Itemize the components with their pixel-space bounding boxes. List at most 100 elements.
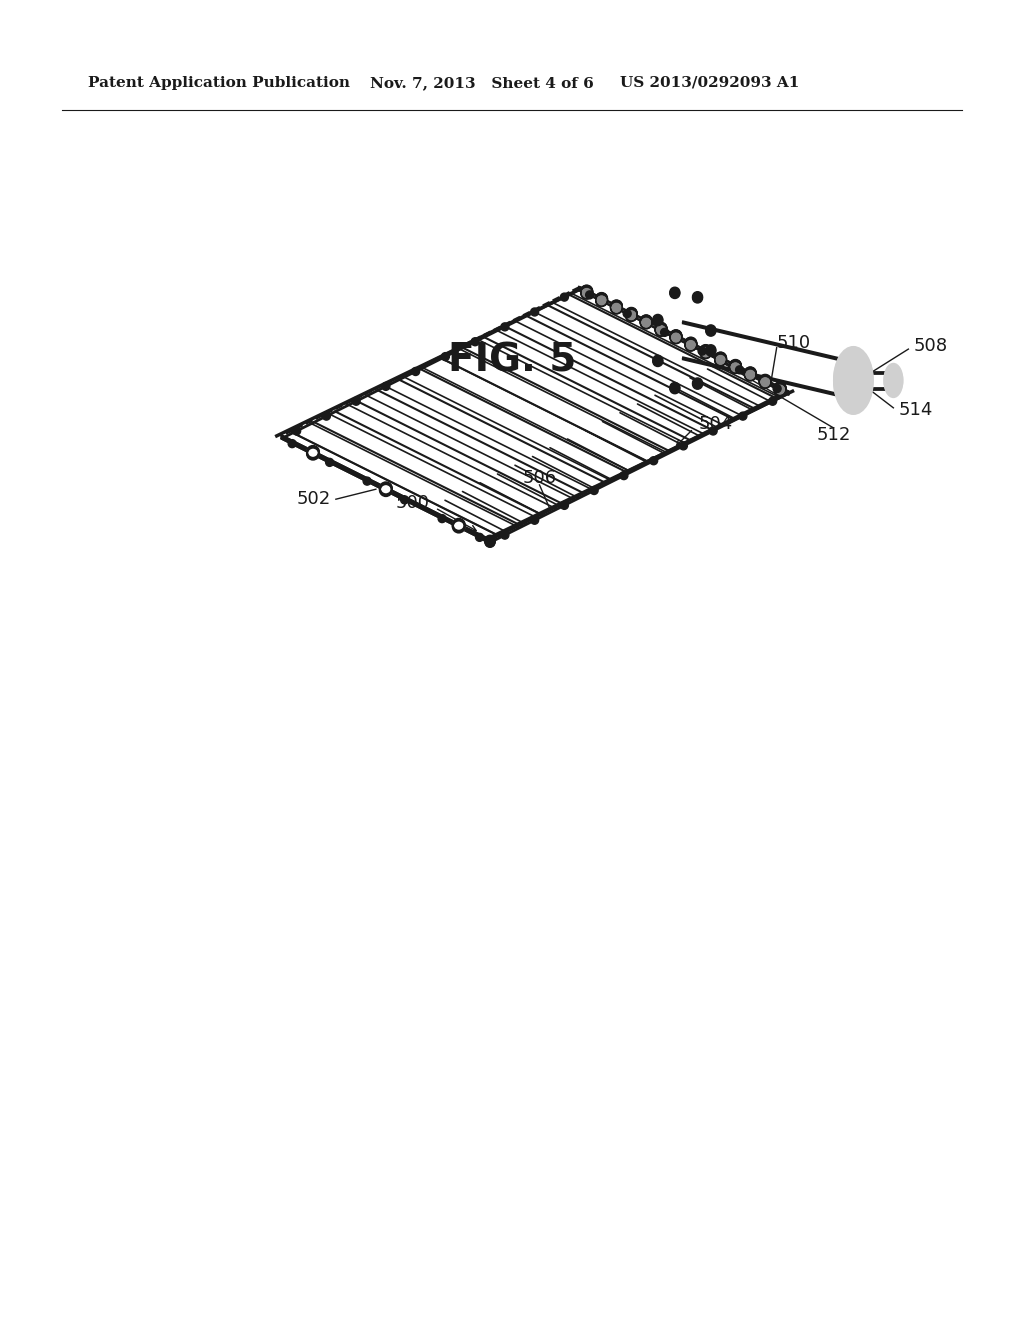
Circle shape <box>731 363 739 371</box>
Circle shape <box>776 385 784 393</box>
Circle shape <box>642 318 650 326</box>
Text: Patent Application Publication: Patent Application Publication <box>88 77 350 90</box>
Circle shape <box>687 339 695 347</box>
Circle shape <box>453 520 465 532</box>
Circle shape <box>660 329 669 337</box>
Circle shape <box>717 356 725 364</box>
Circle shape <box>701 347 710 355</box>
Text: 502: 502 <box>297 490 331 508</box>
Circle shape <box>307 446 319 458</box>
Circle shape <box>672 331 680 341</box>
Circle shape <box>692 292 702 302</box>
Circle shape <box>657 326 665 334</box>
Circle shape <box>731 362 739 370</box>
Circle shape <box>326 458 334 466</box>
Circle shape <box>687 339 695 347</box>
Text: 514: 514 <box>898 401 933 418</box>
Circle shape <box>731 362 739 370</box>
Circle shape <box>776 384 784 392</box>
Circle shape <box>380 484 392 496</box>
Circle shape <box>731 363 739 372</box>
Circle shape <box>590 487 598 495</box>
Circle shape <box>412 367 420 375</box>
Circle shape <box>288 440 296 447</box>
Circle shape <box>735 366 743 374</box>
Circle shape <box>612 302 621 310</box>
Circle shape <box>692 379 702 389</box>
Circle shape <box>776 385 784 393</box>
Circle shape <box>679 442 687 450</box>
Circle shape <box>657 326 665 334</box>
Circle shape <box>687 341 695 348</box>
Circle shape <box>628 310 635 318</box>
Circle shape <box>620 471 628 479</box>
Circle shape <box>628 309 635 317</box>
Circle shape <box>731 363 739 371</box>
Circle shape <box>687 341 695 348</box>
Circle shape <box>761 378 769 387</box>
Circle shape <box>307 447 319 459</box>
Circle shape <box>380 482 392 494</box>
Circle shape <box>672 333 680 341</box>
Circle shape <box>710 426 717 436</box>
Circle shape <box>746 370 755 378</box>
Circle shape <box>761 379 769 387</box>
Circle shape <box>717 354 725 362</box>
Circle shape <box>687 341 695 348</box>
Circle shape <box>501 323 509 331</box>
Circle shape <box>628 312 635 319</box>
Circle shape <box>598 296 605 304</box>
Circle shape <box>687 342 695 350</box>
Circle shape <box>657 326 665 334</box>
Circle shape <box>773 384 781 392</box>
Ellipse shape <box>885 366 902 397</box>
Circle shape <box>657 325 665 333</box>
Circle shape <box>776 384 784 392</box>
Circle shape <box>560 502 568 510</box>
Circle shape <box>706 325 716 335</box>
Circle shape <box>598 296 605 304</box>
Circle shape <box>612 302 621 310</box>
Circle shape <box>586 290 594 298</box>
Circle shape <box>642 317 650 325</box>
Circle shape <box>598 294 605 302</box>
Circle shape <box>642 318 650 326</box>
Circle shape <box>776 384 784 392</box>
Circle shape <box>746 370 755 378</box>
Circle shape <box>672 333 680 341</box>
Circle shape <box>364 477 371 486</box>
Circle shape <box>746 371 755 379</box>
Circle shape <box>761 378 769 385</box>
Text: 510: 510 <box>776 334 811 351</box>
Circle shape <box>701 347 710 355</box>
Circle shape <box>761 376 769 384</box>
Text: 504: 504 <box>698 414 733 433</box>
Circle shape <box>717 355 725 363</box>
Circle shape <box>598 297 605 305</box>
Circle shape <box>583 289 591 297</box>
Circle shape <box>612 302 621 310</box>
Text: US 2013/0292093 A1: US 2013/0292093 A1 <box>620 77 800 90</box>
Circle shape <box>657 325 665 333</box>
Circle shape <box>624 310 631 318</box>
Circle shape <box>649 457 657 465</box>
Circle shape <box>485 537 495 546</box>
Circle shape <box>670 383 680 392</box>
Circle shape <box>706 326 716 337</box>
Circle shape <box>701 347 710 355</box>
Circle shape <box>653 314 663 325</box>
Circle shape <box>657 325 665 333</box>
Circle shape <box>441 352 450 360</box>
Circle shape <box>307 446 319 459</box>
Text: Nov. 7, 2013   Sheet 4 of 6: Nov. 7, 2013 Sheet 4 of 6 <box>370 77 594 90</box>
Polygon shape <box>580 288 787 393</box>
Circle shape <box>628 310 635 318</box>
Circle shape <box>731 362 739 371</box>
Circle shape <box>530 516 539 524</box>
Circle shape <box>642 318 650 326</box>
Circle shape <box>438 515 446 523</box>
Circle shape <box>598 296 605 304</box>
Circle shape <box>769 397 776 405</box>
Circle shape <box>717 355 725 363</box>
Circle shape <box>628 310 635 318</box>
